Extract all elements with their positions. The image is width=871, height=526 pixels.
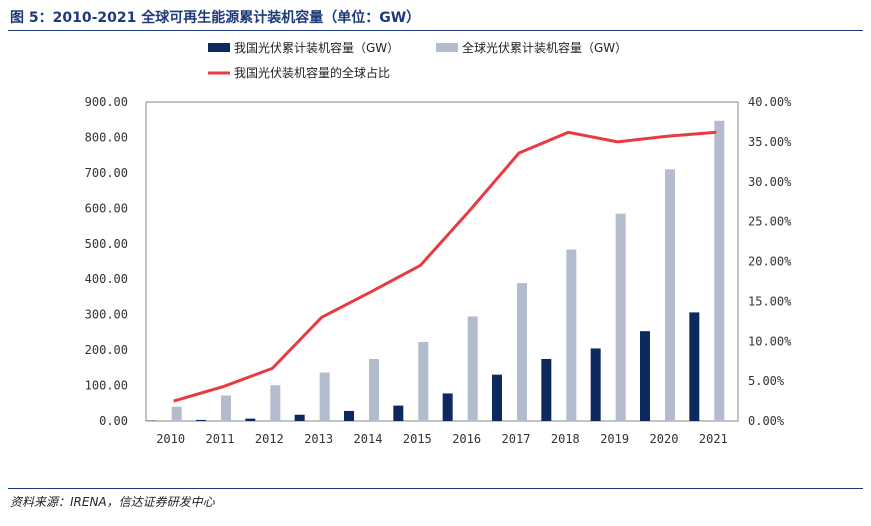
share-line [173,130,717,403]
figure-header: 图 5：2010-2021 全球可再生能源累计装机容量（单位：GW） [8,4,863,31]
x-tick-label: 2017 [502,432,531,446]
y2-tick-label: 30.00% [748,175,792,189]
y2-tick-label: 10.00% [748,334,792,348]
x-tick-label: 2013 [304,432,333,446]
global-bar [369,358,379,421]
china-bar [689,312,700,421]
legend-swatch-china [208,43,230,52]
china-bar [344,410,354,421]
global-bar [517,283,527,421]
source-note: 资料来源：IRENA，信达证券研发中心 [10,495,215,509]
global-bar [467,316,478,421]
china-bar [442,393,453,421]
global-bar [319,372,330,421]
y-tick-label: 600.00 [85,201,128,215]
china-bar [492,374,502,421]
global-bar [418,341,429,421]
global-bar [221,395,231,421]
x-tick-label: 2019 [600,432,629,446]
y2-tick-label: 5.00% [748,374,785,388]
y2-tick-label: 35.00% [748,135,792,149]
china-bar [393,405,404,421]
global-bar [714,120,725,421]
china-bar [590,348,601,421]
legend-label-china: 我国光伏累计装机容量（GW） [234,40,399,55]
china-bar [541,358,552,421]
x-tick-label: 2018 [551,432,580,446]
china-bar [196,419,206,421]
global-bar [615,213,626,421]
y-tick-label: 800.00 [85,130,128,144]
legend-label-global: 全球光伏累计装机容量（GW） [462,40,627,55]
y-tick-label: 300.00 [85,308,128,322]
y-tick-label: 100.00 [85,379,128,393]
y-tick-label: 200.00 [85,343,128,357]
y2-tick-label: 40.00% [748,95,792,109]
x-tick-label: 2012 [255,432,284,446]
x-tick-label: 2020 [650,432,679,446]
global-bar [665,169,675,421]
x-tick-label: 2011 [206,432,235,446]
x-tick-label: 2016 [452,432,481,446]
y2-tick-label: 20.00% [748,255,792,269]
legend-label-share: 我国光伏装机容量的全球占比 [234,65,390,80]
y2-tick-label: 0.00% [748,414,785,428]
global-bar [566,249,577,421]
y-tick-label: 700.00 [85,166,128,180]
x-tick-label: 2021 [699,432,728,446]
china-bar [640,331,650,421]
y-tick-label: 400.00 [85,272,128,286]
y-tick-label: 0.00 [99,414,128,428]
x-tick-label: 2014 [354,432,383,446]
figure-title: 图 5：2010-2021 全球可再生能源累计装机容量（单位：GW） [10,10,421,26]
global-bar [270,385,281,421]
y2-tick-label: 25.00% [748,215,792,229]
y-tick-label: 500.00 [85,237,128,251]
china-bar [245,418,256,421]
x-tick-label: 2015 [403,432,432,446]
y-tick-label: 900.00 [85,95,128,109]
global-bar [171,406,182,421]
y2-tick-label: 15.00% [748,294,792,308]
x-tick-label: 2010 [156,432,185,446]
footer-divider [8,488,863,489]
legend-swatch-global [436,43,458,52]
plot-frame [145,101,739,422]
china-bar [294,414,305,421]
